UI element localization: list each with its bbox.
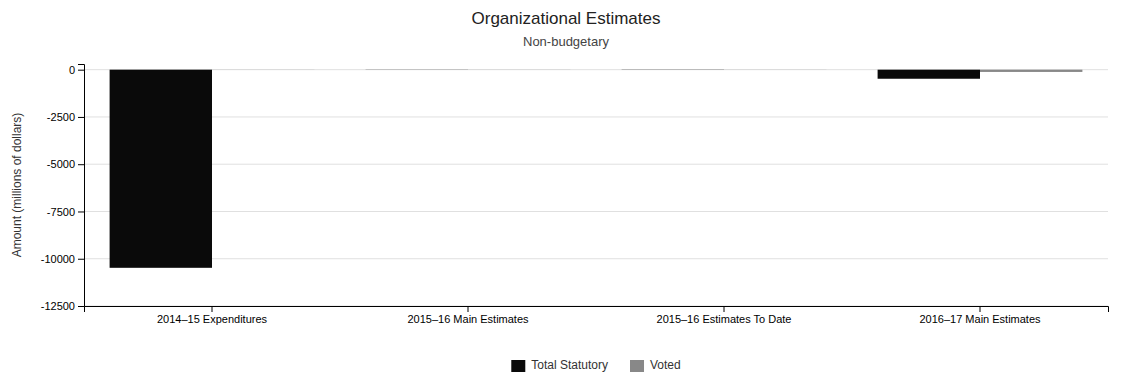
bar: [110, 70, 212, 268]
y-tick-label: -5000: [47, 158, 75, 170]
chart: 0 -2500 -5000 -7500 -10000 -12500 2014–15 Expe…: [0, 0, 1132, 388]
bar: [622, 69, 724, 70]
legend-swatch: [511, 360, 525, 372]
legend-swatch: [630, 360, 644, 372]
y-axis-label: Amount (millions of dollars): [10, 113, 24, 258]
x-axis: 2014–15 Expenditures 2015–16 Main Estimat…: [85, 306, 1109, 325]
grid-line: [84, 258, 1108, 259]
bar: [878, 70, 980, 79]
grid-line: [84, 164, 1108, 165]
x-axis-line: [85, 307, 1109, 313]
x-tick: 2014–15 Expenditures: [157, 306, 268, 325]
legend: Total Statutory Voted: [511, 358, 680, 372]
y-tick-mark: [78, 70, 84, 71]
bar: [468, 69, 570, 70]
x-tick: 2015–16 Main Estimates: [407, 306, 529, 325]
title: Organizational Estimates: [472, 9, 661, 28]
bar-series: [212, 70, 1082, 72]
y-axis-line: [78, 65, 85, 307]
y-tick-label: -7500: [47, 205, 75, 217]
plot: 0 -2500 -5000 -7500 -10000 -12500 2014–15 Expe…: [41, 64, 1109, 325]
x-tick-mark: [468, 306, 469, 312]
y-tick-mark: [78, 259, 84, 260]
x-tick-label: 2016–17 Main Estimates: [919, 313, 1041, 325]
y-tick: -2500: [47, 111, 84, 123]
legend-item: Voted: [630, 358, 681, 372]
bar: [980, 70, 1082, 72]
y-tick: -7500: [47, 205, 84, 217]
x-tick: 2015–16 Estimates To Date: [657, 306, 792, 325]
subtitle: Non-budgetary: [523, 34, 609, 49]
y-tick: -10000: [41, 253, 84, 265]
y-tick-label: -10000: [41, 253, 75, 265]
y-tick-mark: [78, 306, 84, 307]
grid-line: [84, 116, 1108, 117]
bar: [212, 69, 314, 70]
y-tick-mark: [78, 164, 84, 165]
x-tick-label: 2015–16 Main Estimates: [407, 313, 529, 325]
x-tick-mark: [724, 306, 725, 312]
x-tick-label: 2015–16 Estimates To Date: [657, 313, 792, 325]
y-tick-label: -12500: [41, 300, 75, 312]
x-tick: 2016–17 Main Estimates: [919, 306, 1041, 325]
y-tick-label: 0: [69, 64, 75, 76]
x-tick-mark: [980, 306, 981, 312]
bar: [366, 69, 468, 70]
x-tick-label: 2014–15 Expenditures: [157, 313, 268, 325]
y-axis: 0 -2500 -5000 -7500 -10000 -12500: [41, 64, 85, 312]
y-tick-mark: [78, 211, 84, 212]
legend-item: Total Statutory: [511, 358, 608, 372]
bar-series: [110, 70, 980, 268]
bars: [110, 70, 1083, 268]
grid-line: [84, 211, 1108, 212]
legend-label: Voted: [650, 358, 681, 372]
y-tick: 0: [69, 64, 84, 76]
y-tick-mark: [78, 117, 84, 118]
x-tick-mark: [212, 306, 213, 312]
y-tick: -5000: [47, 158, 84, 170]
y-tick-label: -2500: [47, 111, 75, 123]
bar: [724, 69, 826, 70]
y-tick: -12500: [41, 300, 84, 312]
legend-label: Total Statutory: [531, 358, 608, 372]
grid: [84, 70, 1108, 306]
